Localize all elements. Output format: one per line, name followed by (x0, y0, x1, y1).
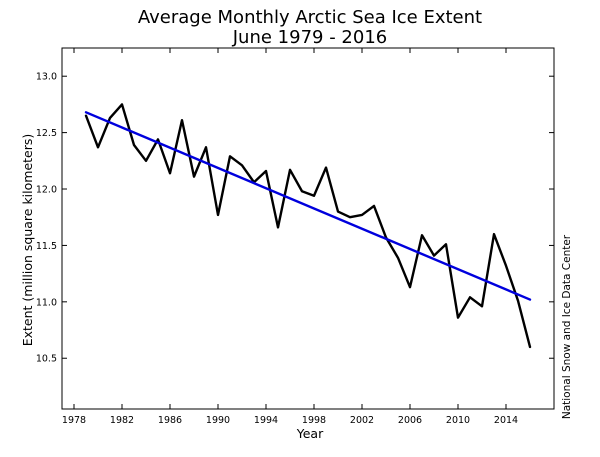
x-tick-label: 2002 (350, 415, 374, 426)
y-tick-label: 11.0 (36, 297, 57, 308)
plot-area: 1978 1982 1986 1990 1994 1998 2002 2006 2010 2014… (36, 47, 555, 426)
x-tick-label: 1982 (110, 415, 134, 426)
x-tick-label: 2014 (494, 415, 518, 426)
y-tick-label: 13.0 (36, 72, 57, 83)
y-tick-label: 12.0 (36, 185, 57, 196)
y-tick-label: 12.5 (36, 128, 57, 139)
x-tick-label: 2006 (398, 415, 422, 426)
chart-subtitle: June 1979 - 2016 (232, 27, 387, 48)
x-axis-label: Year (296, 426, 324, 441)
y-axis-label: Extent (million square kilometers) (20, 134, 35, 347)
x-tick-label: 2010 (446, 415, 470, 426)
trend-line (84, 111, 532, 301)
y-tick-label: 11.5 (36, 241, 57, 252)
extent-series-line (84, 103, 532, 349)
x-tick-label: 1986 (158, 415, 182, 426)
x-tick-label: 1994 (254, 415, 278, 426)
plot-frame (61, 47, 555, 410)
credit-text: National Snow and Ice Data Center (561, 234, 573, 419)
x-tick-label: 1998 (302, 415, 326, 426)
y-tick-label: 10.5 (36, 354, 57, 365)
x-tick-label: 1990 (206, 415, 230, 426)
x-tick-label: 1978 (62, 415, 86, 426)
chart-title: Average Monthly Arctic Sea Ice Extent (138, 7, 482, 28)
